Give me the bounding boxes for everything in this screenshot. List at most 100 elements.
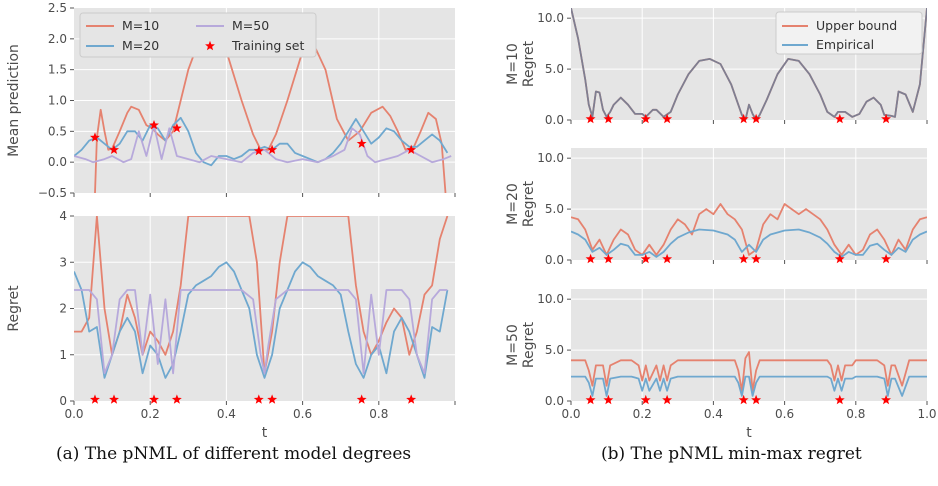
legend: M=10 M=50 M=20 Training set [79,12,317,58]
x-tick-label: 0.4 [704,407,723,421]
training-star [834,253,845,264]
training-star [603,253,614,264]
training-star [640,253,651,264]
series-line-upper-bound [571,203,927,256]
panel-b-M20: 0.0 5.0 10.0 M=20Regret [505,148,928,267]
series-line-upper-bound [571,351,927,392]
training-star [267,394,278,404]
series-line-m-20 [74,261,449,379]
y-axis-label-line: Regret [6,285,22,332]
y-tick-label: 0.0 [545,113,564,127]
legend-label: M=50 [232,18,269,33]
series-group [74,216,449,379]
legend-box [79,12,317,58]
series-line-m-10 [74,216,449,375]
training-star [109,144,119,154]
training-star [834,113,845,124]
y-axis-label-line: Regret [521,180,537,227]
y-axis-label-line: Regret [521,40,537,87]
legend-star [205,40,215,51]
training-star [662,394,673,405]
legend-label: M=20 [122,38,159,53]
x-tick-label: 0.8 [846,407,865,421]
caption-a: (a) The pNML of different model degrees [56,444,412,464]
y-axis-label-line: M=20 [505,183,521,225]
series-line-m-20 [74,116,449,167]
y-tick-label: −0.5 [38,186,67,200]
legend-label: Training set [231,38,304,53]
y-tick-label: 1.0 [48,94,67,108]
training-star [109,394,119,404]
panel-background [571,289,927,401]
x-tick-label: 0.6 [775,407,794,421]
training-star [406,394,417,404]
training-star [751,394,762,405]
x-tick-label: 0.8 [369,407,388,421]
training-star [585,394,596,405]
panel-b-M10: 0.0 5.0 10.0 M=10Regret Upper bound Empirical [505,8,928,127]
legend-label: Upper bound [816,18,897,33]
training-star [834,394,845,405]
training-star [640,113,651,124]
x-axis-label: t [262,425,268,440]
training-star [585,113,596,124]
y-axis-label-line: M=10 [505,43,521,85]
x-tick-label: 0.0 [64,407,83,421]
training-star [356,394,367,404]
series-line-empirical [571,375,927,397]
training-star [640,394,651,405]
figure: −0.5 0.0 0.5 1.0 1.5 2.0 2.5 Mean prediction M=1… [6,1,937,440]
y-tick-label: 2.5 [48,1,67,15]
series-group [74,31,452,193]
y-tick-label: 3 [59,255,67,269]
y-axis-label: Mean prediction [6,44,22,157]
training-star [738,394,749,405]
training-star [662,113,673,124]
training-star [171,123,182,133]
x-axis-label: t [746,425,752,440]
training-star [881,113,891,124]
training-star [738,253,749,264]
y-tick-label: 10.0 [537,292,564,306]
series-group [571,203,927,258]
y-tick-label: 5.0 [545,62,564,76]
x-tick-label: 1.0 [917,407,936,421]
y-tick-label: 1 [59,348,67,362]
x-tick-label: 0.2 [141,407,160,421]
y-tick-label: 0.0 [545,394,564,408]
series-line-empirical [571,228,927,258]
training-star [603,394,614,405]
legend-box [775,11,923,55]
x-tick-label: 0.6 [293,407,312,421]
series-line-m-50 [74,124,452,164]
y-tick-label: 10.0 [537,151,564,165]
y-axis-label: M=20Regret [505,180,537,227]
training-star [356,138,367,148]
training-star [90,394,100,404]
legend-label: Empirical [816,37,874,52]
series-group [571,351,927,397]
panel-a-bottom: 0 1 2 3 4 0.0 0.2 0.4 0.6 0.8 t Regret [6,209,456,440]
training-star [751,113,762,124]
training-star [881,253,891,264]
panel-b-M50: 0.0 5.0 10.0 0.0 0.2 0.4 0.6 0.8 1.0 t M=50Regret [505,289,937,440]
training-star [585,253,596,264]
y-axis-label: M=50Regret [505,321,537,368]
y-tick-label: 2 [59,302,67,316]
training-star [662,253,673,264]
x-tick-label: 0.0 [561,407,580,421]
training-star [90,132,100,142]
y-tick-label: 0.5 [48,124,67,138]
series-line-m-50 [74,289,448,375]
panel-a-top: −0.5 0.0 0.5 1.0 1.5 2.0 2.5 Mean prediction M=1… [6,1,456,200]
caption-b: (b) The pNML min-max regret [601,444,862,464]
y-tick-label: 0.0 [545,253,564,267]
training-star [149,394,159,404]
y-tick-label: 0.0 [48,155,67,169]
y-tick-label: 0 [59,394,67,408]
y-axis-label: M=10Regret [505,40,537,87]
training-star [171,394,182,404]
y-axis-label: Regret [6,285,22,332]
training-star [253,394,264,404]
training-star [149,120,159,130]
